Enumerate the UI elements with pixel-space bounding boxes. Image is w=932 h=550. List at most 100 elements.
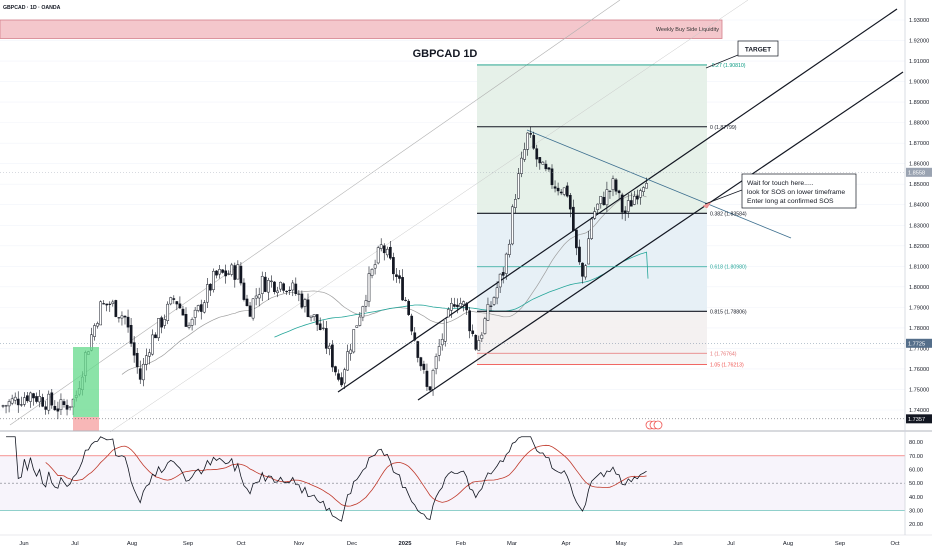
- candle-up: [599, 195, 603, 204]
- candle-up: [495, 287, 499, 299]
- entry-stop-box: [73, 417, 99, 431]
- time-axis-label: Oct: [236, 541, 245, 547]
- candle-up: [303, 299, 307, 307]
- note-callout: Wait for touch here..... look for SOS on…: [704, 173, 857, 209]
- price-tick-label: 1.93000: [909, 18, 929, 24]
- candle-down: [248, 305, 252, 317]
- price-tick-label: 1.88000: [909, 121, 929, 127]
- candle-down: [331, 344, 334, 368]
- candle-up: [93, 325, 96, 337]
- time-axis-label: Nov: [294, 541, 304, 547]
- channel-upper-line: [337, 8, 898, 393]
- candle-down: [160, 317, 163, 328]
- candle-up: [4, 405, 8, 407]
- price-tick-label: 1.86000: [909, 162, 929, 168]
- candle-up: [587, 238, 590, 265]
- candle-up: [590, 218, 593, 239]
- candle-down: [123, 315, 127, 318]
- candle-down: [26, 395, 29, 402]
- time-axis-label: Dec: [347, 541, 357, 547]
- candle-down: [382, 245, 386, 254]
- candle-up: [227, 273, 231, 275]
- candle-up: [99, 301, 102, 326]
- candle-up: [190, 319, 194, 326]
- candle-up: [260, 276, 264, 294]
- candle-down: [553, 186, 557, 189]
- candle-up: [352, 329, 356, 353]
- candle-down: [318, 323, 322, 330]
- rsi-tick-label: 20.00: [909, 522, 923, 528]
- candle-down: [614, 179, 618, 192]
- rsi-tick-label: 60.00: [909, 468, 923, 474]
- fib-levels: -0.27 (1.90810) 0 (1.87799) 0.382 (1.83584…: [477, 63, 747, 369]
- candle-down: [324, 328, 328, 349]
- candle-down: [50, 392, 54, 406]
- fib-label: 0 (1.87799): [710, 125, 737, 131]
- candle-up: [480, 334, 484, 339]
- candle-down: [239, 265, 243, 284]
- time-axis-label: Aug: [127, 541, 137, 547]
- candle-up: [254, 295, 258, 299]
- time-axis-label: Jul: [727, 541, 734, 547]
- candle-down: [623, 210, 627, 214]
- candle-up: [645, 183, 648, 189]
- candle-down: [273, 281, 276, 292]
- candle-up: [477, 340, 481, 351]
- candle-down: [636, 195, 639, 200]
- rsi-tick-label: 70.00: [909, 454, 923, 460]
- price-tick-label: 1.77000: [909, 346, 929, 352]
- candle-up: [584, 265, 587, 278]
- time-axis-label: Mar: [507, 541, 517, 547]
- candle-up: [10, 398, 14, 404]
- candle-up: [297, 293, 301, 295]
- candle-down: [129, 324, 133, 344]
- candle-up: [38, 396, 41, 403]
- candle-down: [550, 168, 554, 186]
- candle-up: [443, 318, 447, 342]
- candle-up: [291, 282, 295, 291]
- time-axis-label: Jun: [673, 541, 682, 547]
- candle-down: [306, 299, 310, 318]
- candle-up: [434, 356, 438, 370]
- candle-down: [392, 257, 395, 275]
- price-axis: 1.93000 1.92000 1.91000 1.90000 1.89000 1.880…: [909, 18, 929, 414]
- time-axis-label: Oct: [890, 541, 899, 547]
- fib-label: 0.815 (1.78806): [710, 309, 747, 315]
- candle-down: [419, 357, 423, 367]
- fib-retracement-fill: [477, 64, 707, 365]
- candle-down: [501, 272, 505, 276]
- candle-up: [404, 299, 407, 301]
- candle-down: [568, 194, 572, 210]
- candle-down: [422, 363, 426, 370]
- price-badge-text: 1.7357: [908, 417, 925, 423]
- candle-down: [32, 393, 35, 399]
- price-tick-label: 1.90000: [909, 80, 929, 86]
- price-tick-label: 1.92000: [909, 39, 929, 45]
- candle-up: [145, 355, 148, 365]
- candle-down: [184, 313, 188, 327]
- candle-down: [126, 316, 130, 328]
- price-badge: [906, 338, 932, 348]
- candle-up: [68, 406, 72, 408]
- candle-down: [425, 370, 429, 387]
- candle-up: [462, 301, 465, 305]
- candle-up: [346, 351, 349, 371]
- rsi-tick-label: 30.00: [909, 509, 923, 515]
- price-badge: [906, 414, 932, 424]
- candle-up: [7, 401, 11, 407]
- candle-down: [315, 314, 319, 325]
- candle-up: [507, 243, 511, 255]
- candle-up: [47, 393, 51, 411]
- time-axis-label: Feb: [456, 541, 466, 547]
- candle-down: [56, 408, 60, 412]
- candle-down: [465, 303, 468, 311]
- buy-side-liquidity-zone: [0, 19, 723, 39]
- price-tick-label: 1.81000: [909, 264, 929, 270]
- entry-marker: [73, 201, 712, 431]
- candle-up: [367, 273, 371, 302]
- candle-up: [349, 349, 353, 354]
- fib-label: 1 (1.76764): [710, 351, 737, 357]
- candle-up: [13, 396, 17, 401]
- candle-up: [541, 161, 545, 165]
